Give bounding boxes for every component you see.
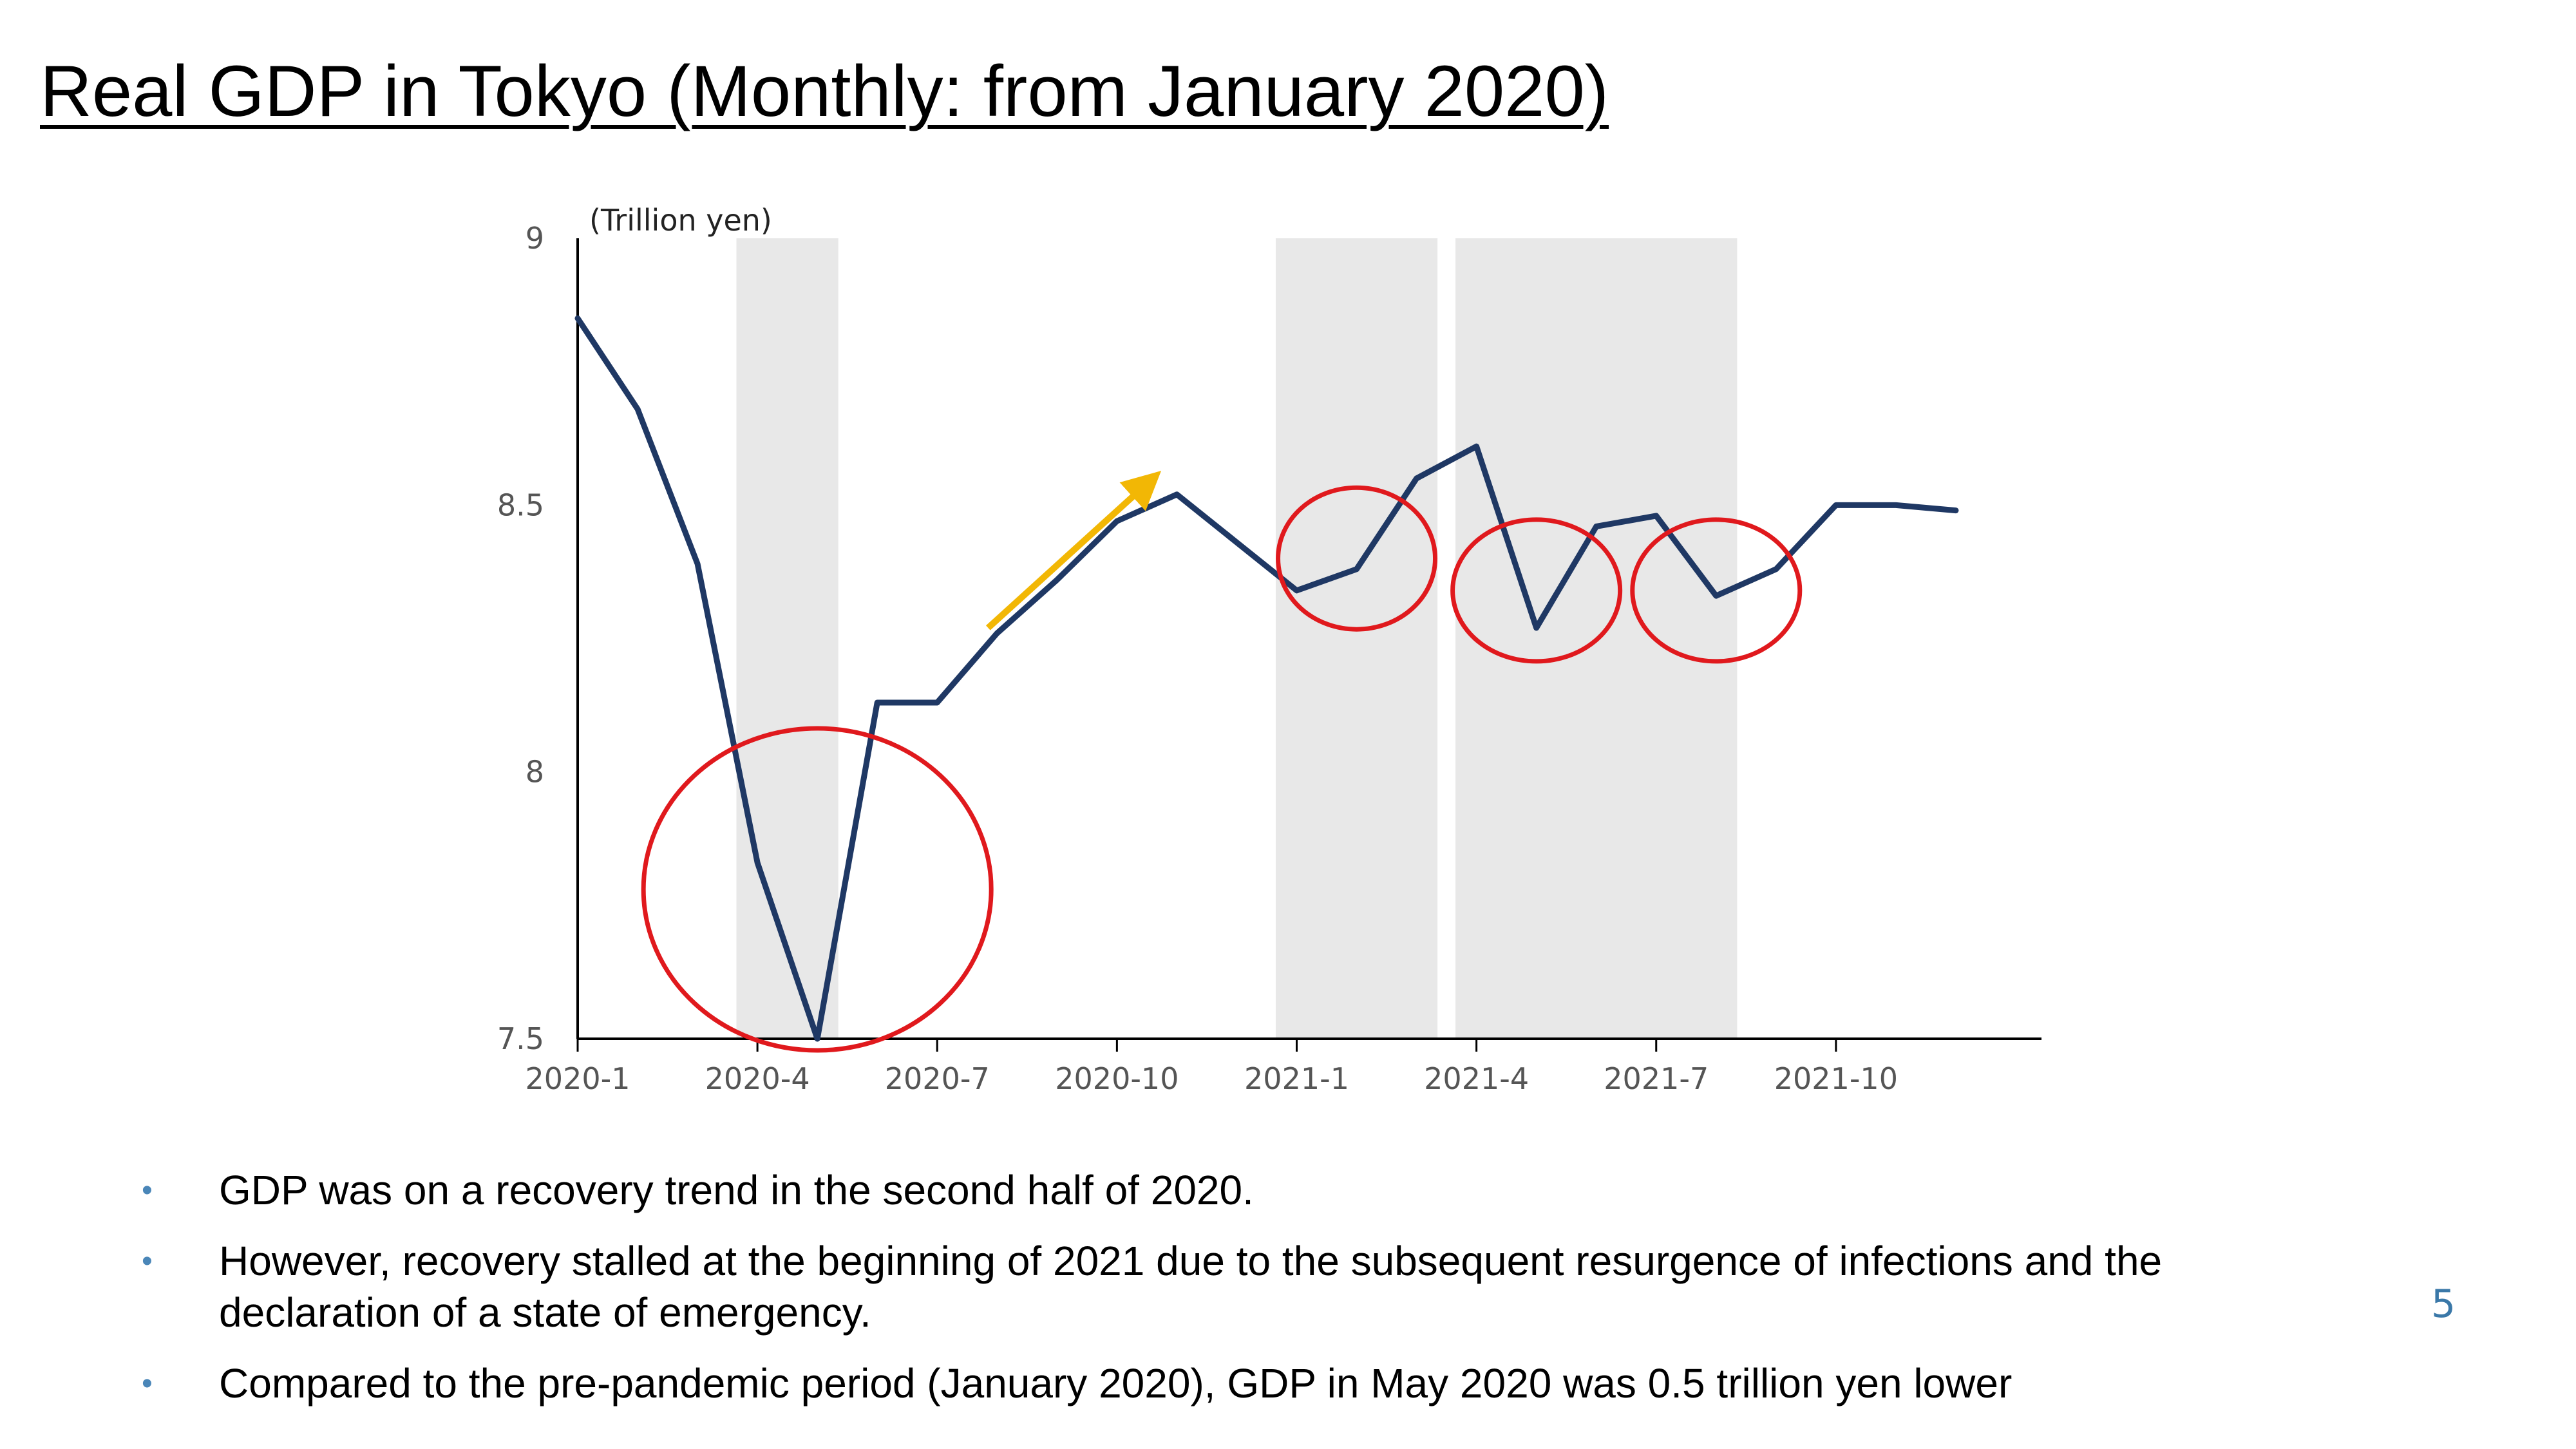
y-tick-label: 8.5 (497, 488, 544, 522)
bullet-dot-icon: • (142, 1244, 153, 1278)
x-tick-label: 2021-4 (1424, 1061, 1529, 1096)
y-tick-label: 7.5 (497, 1021, 544, 1056)
highlight-circle (641, 726, 994, 1053)
bullet-item: • GDP was on a recovery trend in the seco… (142, 1164, 2331, 1216)
highlight-circle (1450, 517, 1623, 664)
x-tick-label: 2021-10 (1774, 1061, 1898, 1096)
y-unit-label: (Trillion yen) (589, 203, 772, 238)
bullet-dot-icon: • (142, 1173, 153, 1208)
tick-labels: 7.5 8 8.5 9 2020-1 2020-4 2020-7 2020-10 2021-1 2… (497, 221, 1898, 1096)
y-tick-label: 8 (526, 755, 544, 790)
bullet-text: GDP was on a recovery trend in the secon… (219, 1167, 1254, 1213)
bullet-list: • GDP was on a recovery trend in the seco… (142, 1164, 2331, 1428)
gdp-line-chart: 7.5 8 8.5 9 2020-1 2020-4 2020-7 2020-10 2021-1 2… (497, 203, 2041, 1096)
gdp-series-line (574, 315, 1959, 1042)
x-tick-label: 2020-4 (705, 1061, 810, 1096)
page-number: 5 (2431, 1282, 2456, 1327)
y-tick-label: 9 (526, 221, 544, 256)
shaded-period (736, 238, 838, 1039)
slide-title: Real GDP in Tokyo (Monthly: from January… (40, 51, 1609, 131)
bullet-item: • However, recovery stalled at the beginn… (142, 1235, 2331, 1338)
bullet-text: However, recovery stalled at the beginni… (219, 1238, 2163, 1336)
x-tick-label: 2021-1 (1244, 1061, 1349, 1096)
gdp-series (574, 315, 1959, 1042)
axes (576, 238, 2041, 1040)
x-tick-label: 2020-10 (1055, 1061, 1179, 1096)
annotations (641, 471, 1803, 1053)
x-tick-label: 2020-7 (885, 1061, 990, 1096)
emergency-period-shading (736, 238, 1738, 1039)
bullet-text: Compared to the pre-pandemic period (Jan… (219, 1360, 2012, 1406)
highlight-circle (1276, 485, 1438, 632)
highlight-circle (1630, 517, 1803, 664)
x-tick-label: 2021-7 (1604, 1061, 1709, 1096)
shaded-period (1275, 238, 1438, 1039)
bullet-dot-icon: • (142, 1367, 153, 1401)
trend-arrow-icon (985, 471, 1162, 630)
x-tick-label: 2020-1 (526, 1061, 630, 1096)
bullet-item: • Compared to the pre-pandemic period (Ja… (142, 1358, 2331, 1409)
